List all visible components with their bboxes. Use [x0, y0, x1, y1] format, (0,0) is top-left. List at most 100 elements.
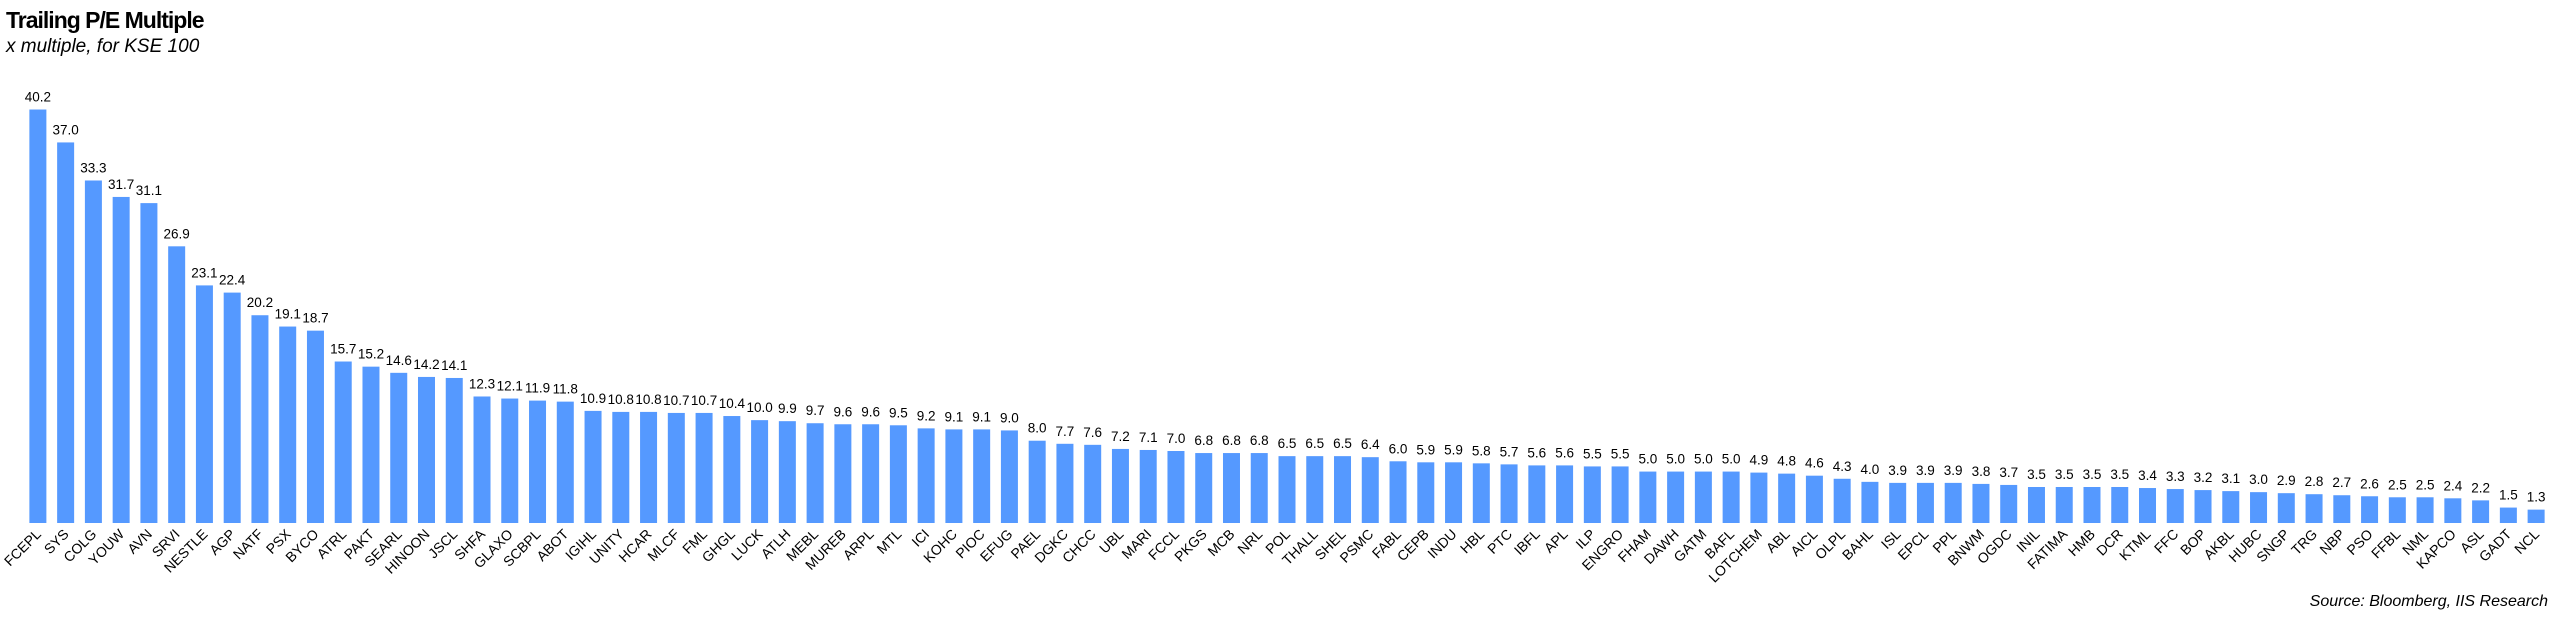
value-label: 23.1 — [191, 265, 217, 280]
value-label: 10.9 — [580, 391, 606, 406]
value-label: 4.3 — [1833, 459, 1852, 474]
bar — [2055, 487, 2073, 523]
bar — [1417, 462, 1435, 523]
value-label: 10.0 — [746, 400, 772, 415]
value-label: 3.5 — [2110, 467, 2129, 482]
bar — [417, 376, 435, 523]
value-label: 9.1 — [945, 409, 964, 424]
value-label: 3.8 — [1972, 464, 1991, 479]
x-tick-label: MTL — [873, 526, 904, 557]
value-label: 2.5 — [2416, 477, 2435, 492]
value-label: 3.9 — [1888, 463, 1907, 478]
x-tick-label: NATF — [230, 526, 266, 562]
x-tick-label: CEPB — [1394, 526, 1432, 564]
value-label: 9.2 — [917, 408, 936, 423]
value-label: 2.4 — [2443, 478, 2462, 493]
x-tick-label: EPCL — [1894, 526, 1931, 563]
bar — [112, 196, 130, 523]
bar — [2139, 488, 2157, 523]
value-label: 1.3 — [2527, 490, 2546, 505]
bar — [251, 315, 269, 523]
value-label: 3.0 — [2249, 472, 2268, 487]
bar — [2472, 500, 2490, 523]
bar — [917, 428, 935, 523]
bar — [806, 423, 824, 523]
value-label: 14.2 — [413, 357, 439, 372]
value-label: 6.0 — [1389, 441, 1408, 456]
bar — [723, 416, 741, 523]
bar — [973, 429, 991, 523]
x-tick-label: ABOT — [533, 525, 572, 564]
value-label: 9.6 — [833, 404, 852, 419]
x-tick-label: AVN — [124, 526, 155, 557]
bar — [640, 411, 658, 523]
x-tick-label: KTML — [2116, 526, 2154, 564]
bar — [2388, 497, 2406, 523]
bar — [2444, 498, 2462, 523]
bar — [2499, 507, 2517, 523]
value-label: 3.7 — [1999, 465, 2018, 480]
x-tick-label: INDU — [1424, 526, 1460, 562]
x-tick-label: APL — [1541, 526, 1571, 556]
value-label: 3.1 — [2221, 471, 2240, 486]
bar — [473, 396, 491, 523]
value-label: 5.7 — [1500, 444, 1519, 459]
bar — [529, 400, 547, 523]
value-label: 8.0 — [1028, 421, 1047, 436]
bar — [1833, 478, 1851, 523]
x-tick-label: NBP — [2316, 526, 2348, 558]
value-label: 6.5 — [1278, 436, 1297, 451]
value-label: 7.1 — [1139, 430, 1158, 445]
bar — [1195, 453, 1213, 523]
bar — [1556, 465, 1574, 523]
bar — [195, 285, 213, 523]
bar — [223, 292, 241, 523]
bar — [695, 412, 713, 523]
bar — [501, 398, 519, 523]
bar — [778, 421, 796, 523]
bar — [2027, 487, 2045, 523]
bar — [1611, 466, 1629, 523]
bar — [751, 420, 769, 523]
value-label: 12.3 — [469, 376, 495, 391]
bar — [1334, 456, 1352, 523]
value-label: 5.0 — [1722, 452, 1741, 467]
x-tick-label: MLCF — [644, 526, 682, 564]
value-label: 5.5 — [1611, 446, 1630, 461]
bar — [1000, 430, 1018, 523]
x-tick-label: ATRL — [313, 526, 349, 562]
value-label: 9.1 — [972, 409, 991, 424]
bar — [1916, 482, 1934, 523]
value-label: 31.7 — [108, 177, 134, 192]
bar — [1667, 471, 1685, 523]
bar — [84, 180, 102, 523]
value-label: 5.0 — [1666, 452, 1685, 467]
x-tick-label: HBL — [1457, 526, 1488, 557]
x-tick-label: FFC — [2151, 526, 2182, 557]
value-label: 33.3 — [80, 160, 106, 175]
value-label: 2.2 — [2471, 480, 2490, 495]
value-label: 3.5 — [2027, 467, 2046, 482]
value-label: 7.2 — [1111, 429, 1130, 444]
chart-subtitle: x multiple, for KSE 100 — [5, 36, 200, 57]
bar — [445, 377, 463, 523]
bar — [2083, 487, 2101, 523]
x-tick-label: ABL — [1763, 526, 1793, 556]
value-label: 5.5 — [1583, 446, 1602, 461]
value-label: 10.8 — [608, 392, 634, 407]
x-tick-label: LUCK — [728, 525, 766, 563]
bar — [1389, 461, 1407, 523]
bar — [1694, 471, 1712, 523]
bar — [2527, 509, 2545, 523]
bar — [1056, 443, 1074, 523]
value-label: 11.9 — [525, 381, 550, 396]
bar — [1306, 456, 1324, 523]
bar — [1861, 481, 1879, 523]
bar — [2000, 484, 2018, 523]
bar — [2277, 493, 2295, 523]
bar — [306, 330, 324, 523]
bar — [390, 372, 408, 523]
bar — [1222, 453, 1240, 523]
value-label: 3.4 — [2138, 468, 2157, 483]
bar — [334, 361, 352, 523]
